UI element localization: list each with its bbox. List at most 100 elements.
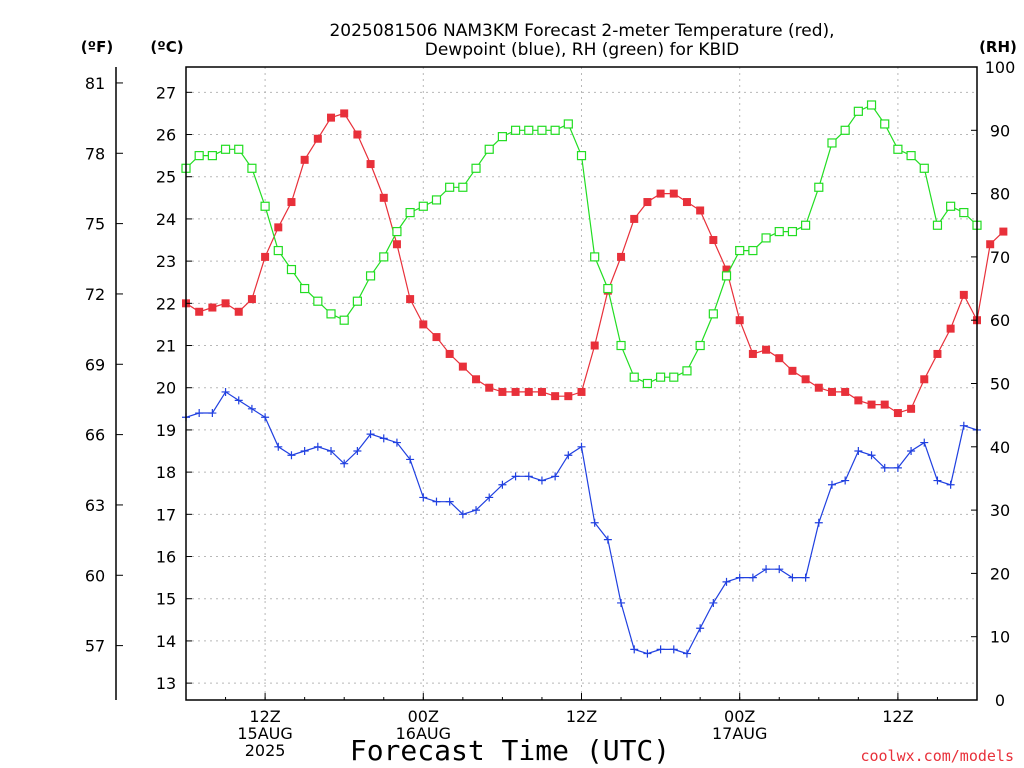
2-meter-temperature-marker [696,206,705,215]
dewpoint-marker [907,447,916,456]
celsius-tick-label: 23 [156,252,176,271]
2-meter-temperature-marker [551,392,560,401]
rh-marker [590,252,600,262]
dewpoint-marker [208,409,217,418]
rh-marker [194,151,204,161]
dewpoint-marker [564,451,573,460]
rh-marker [629,372,639,382]
rh-marker [932,220,943,230]
2-meter-temperature-marker [327,113,336,122]
rh-marker [576,151,587,161]
2-meter-temperature-marker [485,383,494,392]
dewpoint-marker [933,476,942,485]
dewpoint-marker [221,387,230,396]
2-meter-temperature-marker [630,214,639,223]
rh-marker [919,163,929,173]
dewpoint-marker [485,493,494,502]
fahrenheit-tick-label: 60 [85,566,105,585]
rh-marker [827,138,837,148]
2-meter-temperature-marker [999,227,1008,236]
dewpoint-marker [353,447,362,456]
dewpoint-marker [893,463,902,472]
chart-title-line1: 2025081506 NAM3KM Forecast 2-meter Tempe… [329,21,834,41]
2-meter-temperature-marker [524,387,533,396]
dewpoint-marker [841,476,850,485]
celsius-tick-label: 25 [156,168,176,187]
rh-marker [300,283,310,294]
chart-title-line2: Dewpoint (blue), RH (green) for KBID [425,40,740,60]
dewpoint-marker [247,404,256,413]
2-meter-temperature-marker [445,349,454,358]
rh-marker [946,201,956,211]
2-meter-temperature-marker [920,375,929,384]
rh-marker [260,201,270,211]
rh-marker [893,144,903,154]
2-meter-temperature-marker [867,400,876,409]
2-meter-temperature-marker [340,109,349,118]
rh-marker [286,264,297,275]
dewpoint-marker [801,573,810,582]
2-meter-temperature-marker [511,387,520,396]
rh-marker [405,207,415,218]
dewpoint-marker [261,413,270,422]
rh-tick-label: 60 [990,311,1010,330]
series-layer [181,100,1008,658]
2-meter-temperature-marker [472,375,481,384]
rh-marker [735,245,745,256]
time-tick-label: 00Z [724,707,755,726]
dewpoint-marker [524,472,533,481]
rh-tick-label: 70 [990,248,1010,267]
rh-marker [721,271,732,281]
rh-marker [497,132,507,142]
fahrenheit-tick-label: 81 [85,74,105,93]
2-meter-temperature-marker [379,193,388,202]
2-meter-temperature-marker [458,362,467,371]
2-meter-temperature-marker [617,252,626,261]
celsius-tick-label: 17 [156,505,176,524]
dewpoint-marker [696,624,705,633]
2-meter-temperature-marker [392,240,401,249]
2-meter-temperature-marker [827,387,836,396]
dewpoint-marker [643,649,652,658]
rh-marker [352,296,362,306]
2-meter-temperature-marker [814,383,823,392]
rh-marker [655,372,666,382]
rh-marker [220,144,231,154]
dewpoint-marker [472,506,481,515]
dewpoint-marker [445,497,454,506]
dewpoint-marker [735,573,744,582]
rh-marker [880,119,890,129]
dewpoint-marker [577,442,586,451]
rh-marker [801,220,811,230]
celsius-tick-label: 13 [156,674,176,693]
dewpoint-marker [920,438,929,447]
dewpoint-marker [880,463,889,472]
2-meter-temperature-marker [577,387,586,396]
rh-tick-label: 100 [985,58,1016,77]
2-meter-temperature-marker [775,354,784,363]
rh-tick-label: 20 [990,564,1010,583]
rh-marker [524,125,534,135]
celsius-tick-label: 24 [156,210,176,229]
2-meter-temperature-marker [234,307,243,316]
celsius-tick-label: 27 [156,83,176,102]
2-meter-temperature-marker [287,198,296,207]
rh-marker [431,195,442,205]
2-meter-temperature-marker [959,290,968,299]
dewpoint-marker [709,598,718,607]
rh-tick-label: 90 [990,121,1010,140]
plot-frame [115,66,978,701]
time-tick-label: 12Z [249,707,280,726]
dewpoint-marker [603,535,612,544]
dewpoint-marker [274,442,283,451]
2-meter-temperature-marker [907,404,916,413]
rh-marker [379,252,389,262]
rh-marker [959,207,969,218]
rh-marker [339,315,349,325]
2-meter-temperature-marker [801,375,810,384]
2-meter-temperature-marker [893,409,902,418]
time-tick-label: 12Z [882,707,913,726]
dewpoint-marker [300,447,309,456]
2-meter-temperature-marker [247,295,256,304]
